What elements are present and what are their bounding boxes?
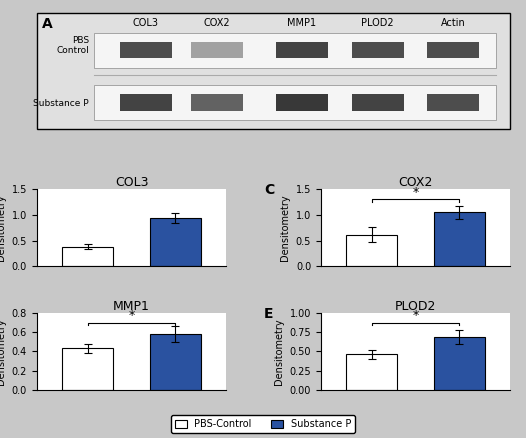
Text: E: E xyxy=(264,307,274,321)
Text: C: C xyxy=(264,183,274,197)
Text: *: * xyxy=(128,309,135,322)
Y-axis label: Densitometry: Densitometry xyxy=(280,194,290,261)
Y-axis label: Densitometry: Densitometry xyxy=(0,318,6,385)
Title: COL3: COL3 xyxy=(115,177,148,189)
Bar xyxy=(346,354,397,390)
Bar xyxy=(94,85,496,120)
Text: Actin: Actin xyxy=(441,18,466,28)
Bar xyxy=(346,235,397,266)
Bar xyxy=(276,42,328,58)
Bar xyxy=(119,94,171,111)
Bar xyxy=(351,42,403,58)
Y-axis label: Densitometry: Densitometry xyxy=(274,318,284,385)
Bar xyxy=(434,337,485,390)
Bar xyxy=(190,94,242,111)
Title: COX2: COX2 xyxy=(398,177,433,189)
Bar xyxy=(427,42,479,58)
Bar xyxy=(434,212,485,266)
Bar xyxy=(150,218,201,266)
Bar xyxy=(62,348,113,390)
Bar xyxy=(119,42,171,58)
FancyBboxPatch shape xyxy=(37,13,510,129)
Bar xyxy=(94,33,496,68)
Text: COL3: COL3 xyxy=(133,18,159,28)
Title: MMP1: MMP1 xyxy=(113,300,150,313)
Text: *: * xyxy=(412,309,419,322)
Text: MMP1: MMP1 xyxy=(287,18,317,28)
Y-axis label: Densitometry: Densitometry xyxy=(0,194,6,261)
Text: A: A xyxy=(42,17,52,31)
Text: COX2: COX2 xyxy=(204,18,230,28)
Text: PLOD2: PLOD2 xyxy=(361,18,394,28)
Title: PLOD2: PLOD2 xyxy=(395,300,436,313)
Legend: PBS-Control, Substance P: PBS-Control, Substance P xyxy=(171,415,355,433)
Bar xyxy=(351,94,403,111)
Text: Substance P: Substance P xyxy=(33,99,89,108)
Bar xyxy=(427,94,479,111)
Bar xyxy=(150,334,201,390)
Bar xyxy=(190,42,242,58)
Bar xyxy=(62,247,113,266)
Text: PBS
Control: PBS Control xyxy=(56,36,89,55)
Text: *: * xyxy=(412,186,419,198)
Bar xyxy=(276,94,328,111)
